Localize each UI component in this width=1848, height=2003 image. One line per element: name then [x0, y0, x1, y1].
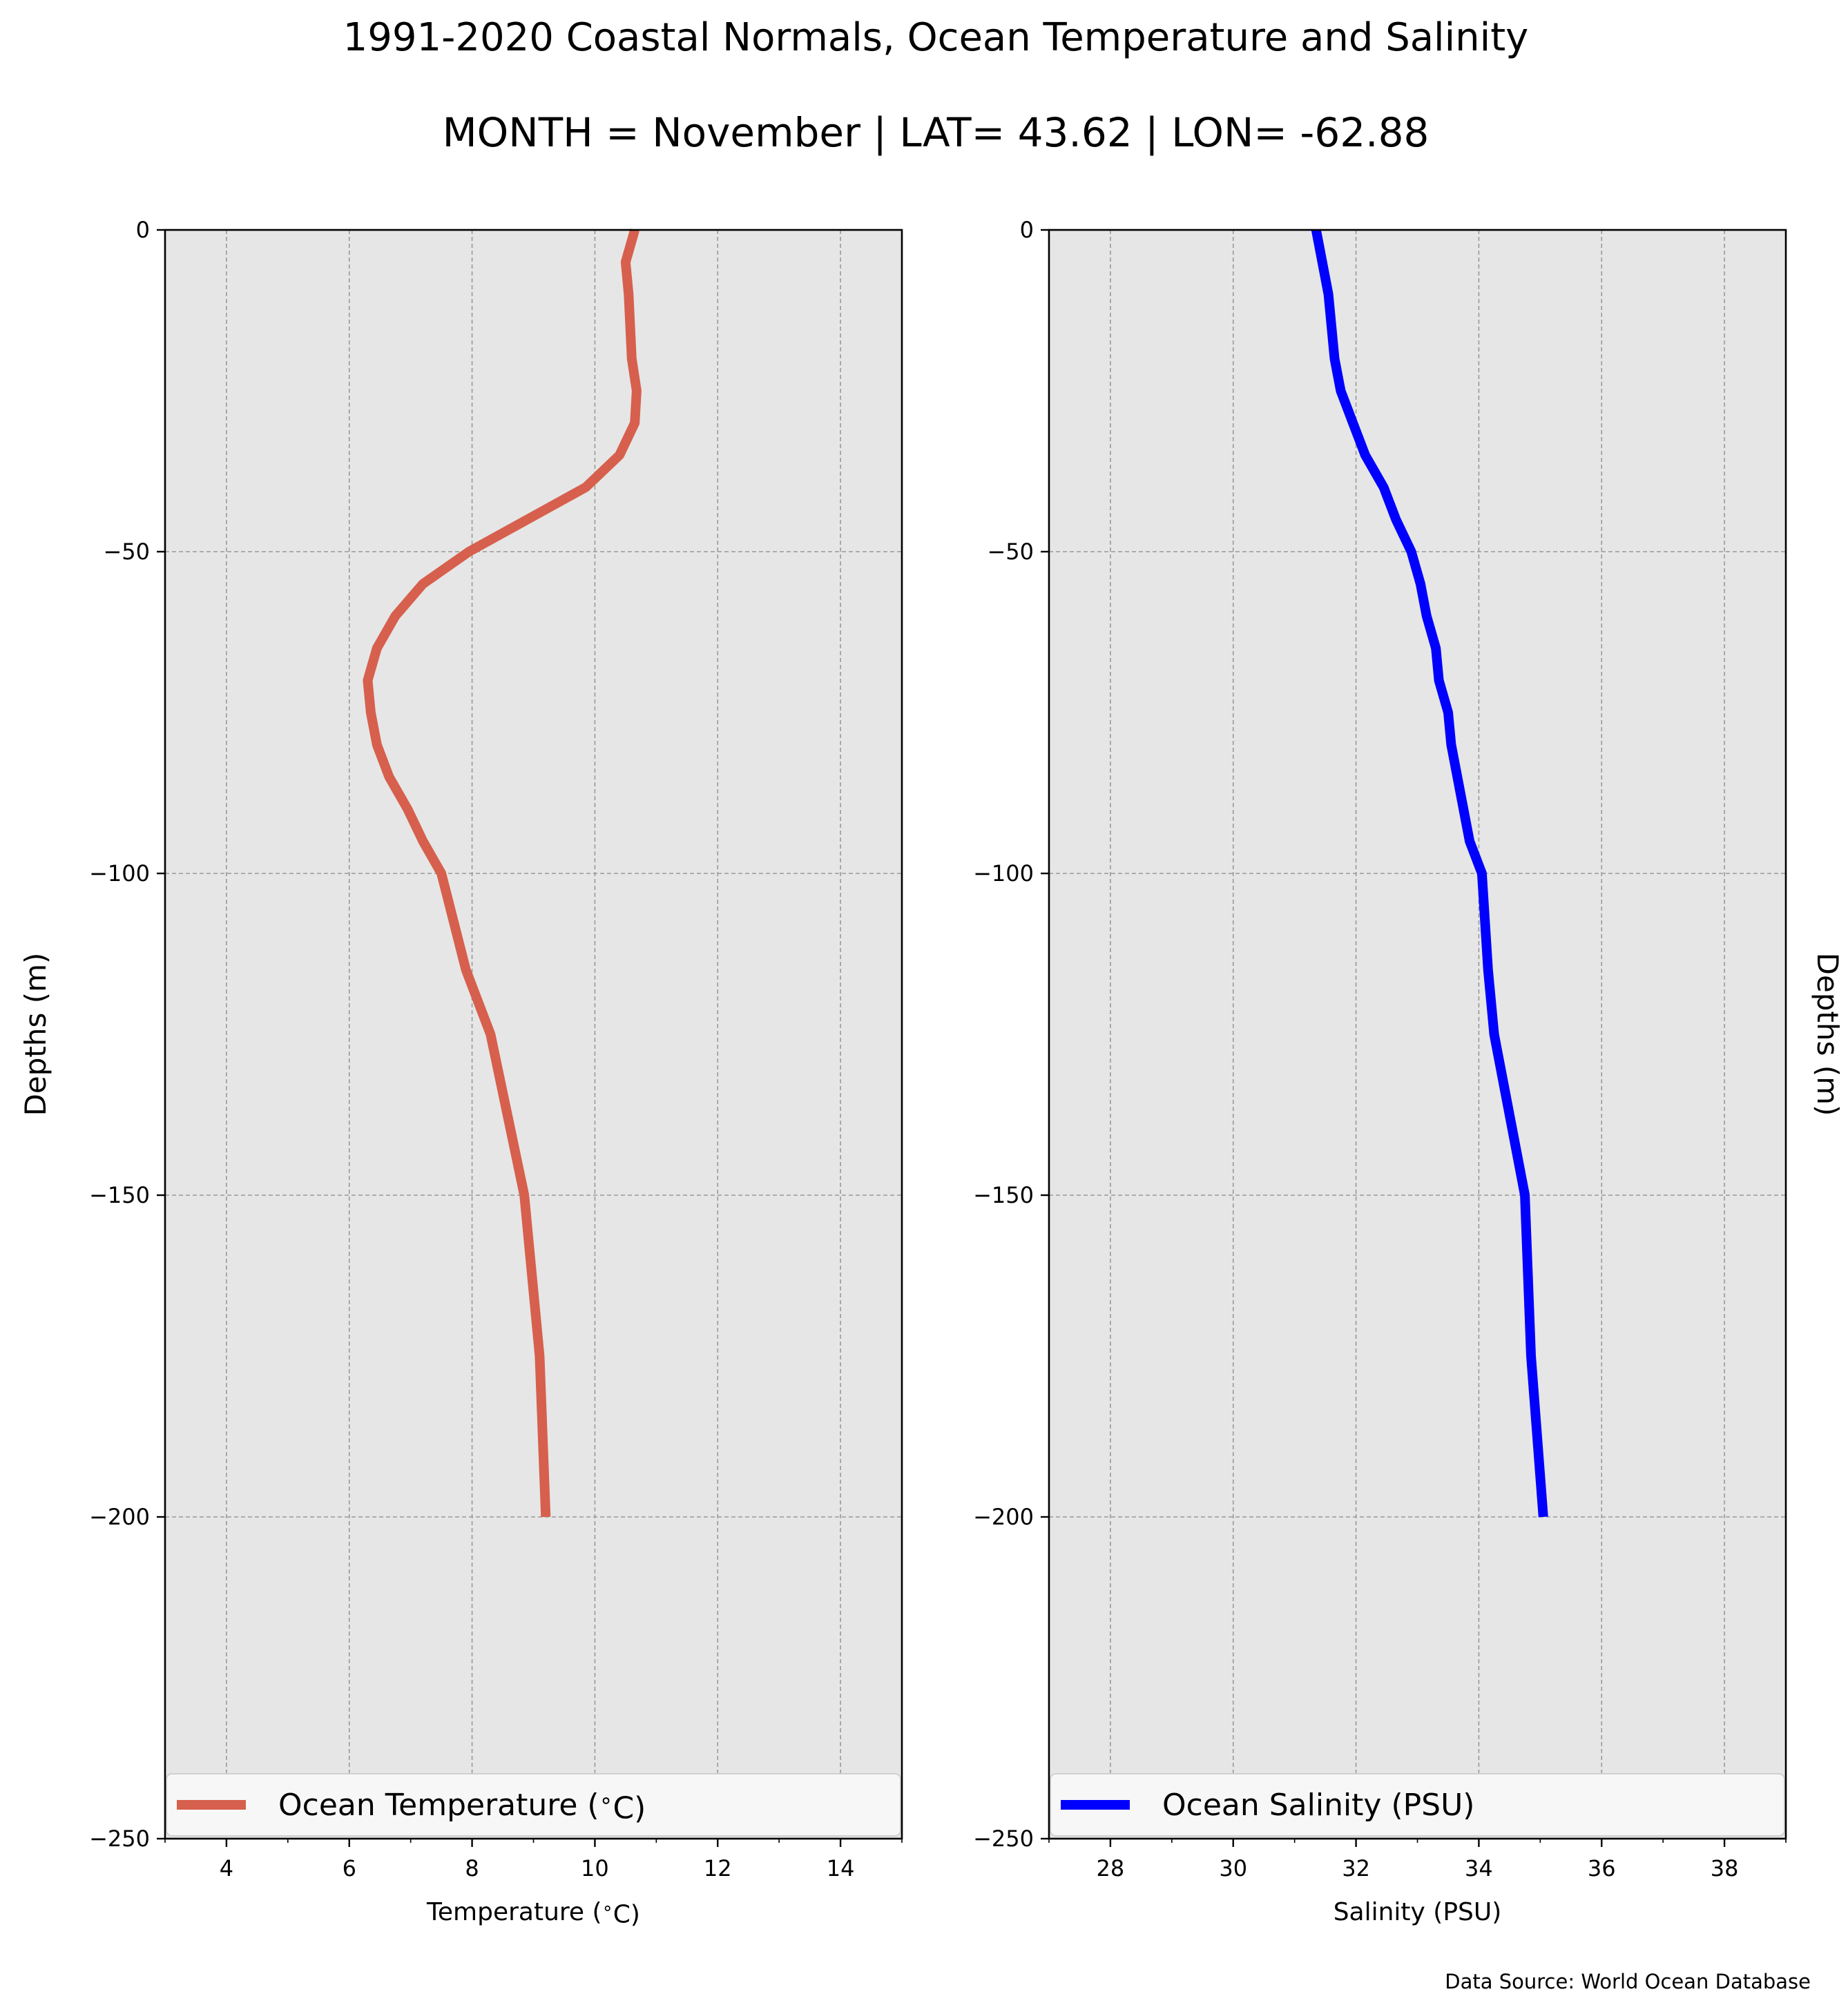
- legend-label-temperature: Ocean Temperature (∘C): [278, 1788, 646, 1826]
- chart-subtitle: MONTH = November | LAT= 43.62 | LON= -62…: [443, 109, 1430, 156]
- chart-panels: 4 6 8 10 12 14 0 −50 −100 −150 −200 −250 Ocean Tempe…: [19, 217, 1845, 1929]
- y-tick-label: −100: [89, 860, 150, 887]
- x-tick-label: 8: [465, 1855, 479, 1881]
- y-tick-label: −50: [103, 539, 150, 565]
- y-tick-label: 0: [1020, 217, 1034, 243]
- x-tick-label: 34: [1465, 1855, 1493, 1881]
- y-axis-label-left: Depths (m): [19, 953, 52, 1116]
- x-tick-label: 12: [704, 1855, 732, 1881]
- x-tick-label: 30: [1219, 1855, 1247, 1881]
- plot-frame-temperature: [164, 229, 903, 1840]
- y-tick-label: −150: [973, 1182, 1034, 1208]
- chart-title: 1991-2020 Coastal Normals, Ocean Tempera…: [343, 15, 1529, 60]
- y-tick-label: −250: [973, 1826, 1034, 1852]
- salinity-profile-line: [1311, 229, 1548, 1518]
- panel-temperature: 4 6 8 10 12 14 0 −50 −100 −150 −200 −250 Ocean Tempe…: [19, 217, 903, 1929]
- plot-area-temperature: [165, 230, 902, 1839]
- x-tick-label: 14: [827, 1855, 855, 1881]
- legend-box-salinity: [1050, 1773, 1785, 1837]
- y-tick-label: −250: [89, 1826, 150, 1852]
- y-tick-label: −150: [89, 1182, 150, 1208]
- y-axis-label-right: Depths (m): [1811, 953, 1845, 1116]
- x-tick-label: 4: [220, 1855, 233, 1881]
- source-note: Data Source: World Ocean Database: [1445, 1970, 1811, 1993]
- x-tick-label: 38: [1711, 1855, 1739, 1881]
- x-axis-label-temperature: Temperature (∘C): [426, 1898, 640, 1929]
- plot-frame-salinity: [1048, 229, 1787, 1840]
- panel-salinity: 28 30 32 34 36 38 0 −50 −100 −150 −200 −250 Ocean Sa…: [973, 217, 1845, 1926]
- x-tick-label: 10: [581, 1855, 609, 1881]
- plot-area-salinity: [1049, 230, 1786, 1839]
- x-tick-label: 32: [1342, 1855, 1370, 1881]
- x-axis-label-salinity: Salinity (PSU): [1334, 1898, 1502, 1926]
- y-tick-label: −200: [973, 1504, 1034, 1530]
- x-tick-label: 36: [1588, 1855, 1616, 1881]
- y-tick-label: −200: [89, 1504, 150, 1530]
- temperature-profile-line: [363, 229, 642, 1518]
- legend-box-temperature: [166, 1773, 901, 1837]
- x-tick-label: 6: [343, 1855, 356, 1881]
- legend-label-salinity: Ocean Salinity (PSU): [1162, 1788, 1474, 1823]
- x-tick-label: 28: [1097, 1855, 1125, 1881]
- y-tick-label: 0: [136, 217, 150, 243]
- y-tick-label: −100: [973, 860, 1034, 887]
- y-tick-label: −50: [987, 539, 1034, 565]
